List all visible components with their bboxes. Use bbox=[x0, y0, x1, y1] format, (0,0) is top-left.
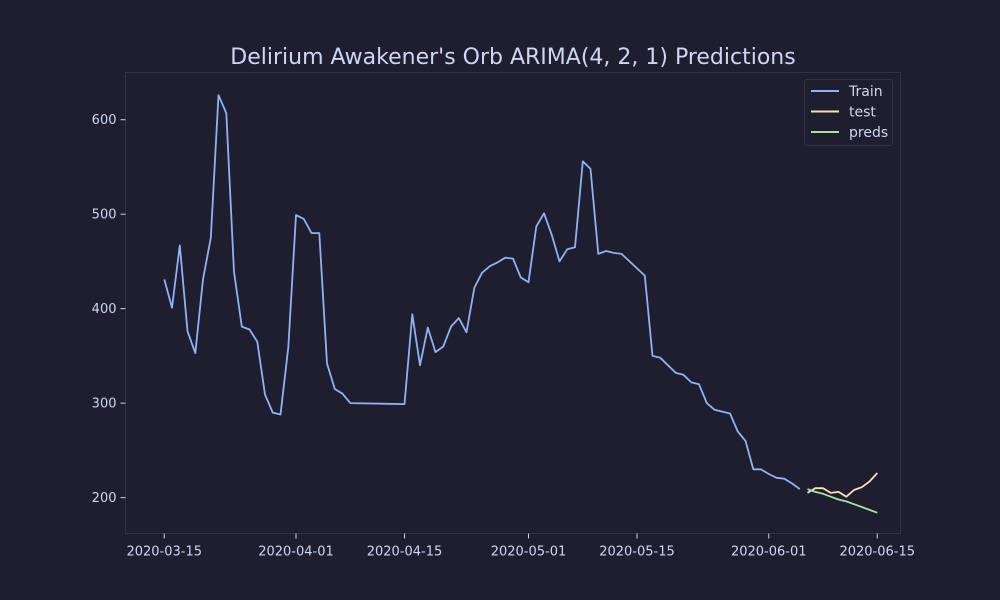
series-line-preds bbox=[807, 488, 878, 514]
legend-label-preds: preds bbox=[849, 125, 888, 141]
legend: Train test preds bbox=[804, 79, 893, 146]
chart-title: Delirium Awakener's Orb ARIMA(4, 2, 1) P… bbox=[230, 45, 795, 70]
x-tick-label: 2020-06-01 bbox=[731, 545, 807, 560]
y-tick-label: 200 bbox=[92, 491, 117, 506]
x-tick-label: 2020-04-15 bbox=[367, 545, 443, 560]
x-tick-label: 2020-03-15 bbox=[126, 545, 202, 560]
y-tick-label: 500 bbox=[92, 208, 117, 223]
y-tick-label: 300 bbox=[92, 397, 117, 412]
x-tick-label: 2020-06-15 bbox=[839, 545, 915, 560]
y-axis: 200 300 400 500 600 bbox=[92, 113, 126, 506]
x-tick-label: 2020-05-15 bbox=[599, 545, 675, 560]
x-tick-label: 2020-04-01 bbox=[258, 545, 334, 560]
x-tick-label: 2020-05-01 bbox=[491, 545, 567, 560]
series-line-train bbox=[163, 94, 801, 490]
legend-label-test: test bbox=[849, 105, 876, 121]
legend-box bbox=[804, 79, 893, 146]
x-axis: 2020-03-15 2020-04-01 2020-04-15 2020-05-01… bbox=[126, 533, 915, 560]
series-lines bbox=[163, 94, 878, 514]
legend-label-train: Train bbox=[848, 84, 883, 100]
plot-area bbox=[125, 72, 901, 534]
y-tick-label: 400 bbox=[92, 302, 117, 317]
y-tick-label: 600 bbox=[92, 113, 117, 128]
series-line-test bbox=[807, 472, 878, 498]
